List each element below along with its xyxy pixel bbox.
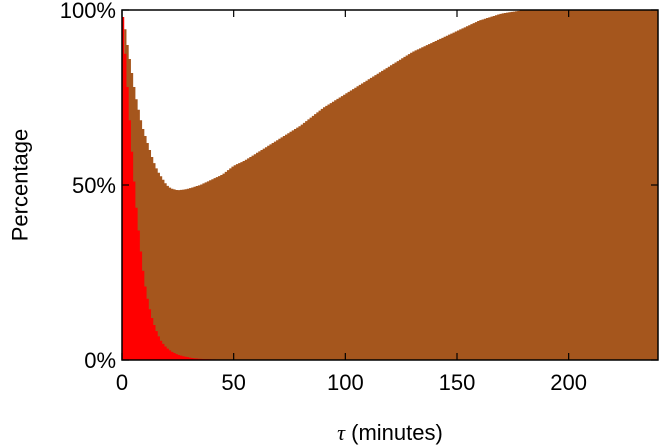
y-axis-label: Percentage xyxy=(8,129,33,242)
y-tick-label: 50% xyxy=(72,173,116,198)
x-tick-label: 200 xyxy=(550,370,587,395)
x-axis-label: τ (minutes) xyxy=(337,420,443,445)
x-tick-label: 0 xyxy=(116,370,128,395)
x-axis-label-text: (minutes) xyxy=(345,420,443,445)
y-tick-label: 100% xyxy=(60,0,116,23)
x-tick-label: 100 xyxy=(327,370,364,395)
x-tick-label: 150 xyxy=(439,370,476,395)
plot-series-group xyxy=(122,10,658,360)
y-tick-label: 0% xyxy=(84,348,116,373)
x-axis-label-symbol: τ xyxy=(337,420,346,445)
series-area-0 xyxy=(122,10,658,360)
x-tick-label: 50 xyxy=(221,370,245,395)
tick-group: 0 50 100 150 200 0% 50% 100% xyxy=(60,0,658,395)
